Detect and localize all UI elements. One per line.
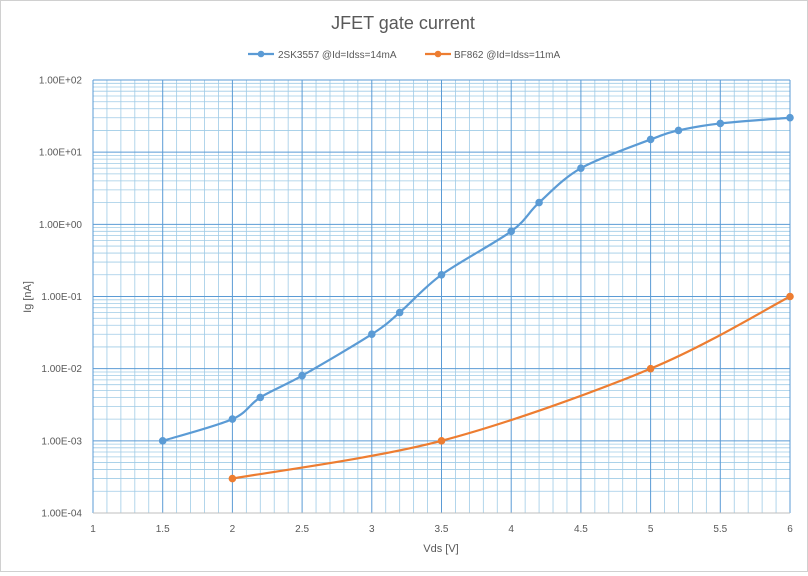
x-tick-label: 5.5: [713, 524, 727, 535]
series-1: [158, 113, 794, 445]
y-tick-label: 1.00E+02: [39, 76, 83, 87]
x-tick-label: 1: [90, 524, 96, 535]
data-point: [646, 135, 655, 144]
y-tick-label: 1.00E-03: [41, 436, 82, 447]
data-point: [437, 270, 446, 279]
legend-marker: [434, 50, 442, 58]
legend-item: 2SK3557 @Id=Idss=14mA: [248, 50, 397, 61]
legend-label: 2SK3557 @Id=Idss=14mA: [278, 50, 397, 61]
x-tick-label: 4.5: [574, 524, 588, 535]
data-point: [158, 437, 167, 445]
x-tick-label: 2: [230, 524, 236, 535]
x-tick-label: 3: [369, 524, 375, 535]
x-tick-label: 1.5: [156, 524, 170, 535]
series-layer: [158, 113, 794, 483]
y-tick-label: 1.00E-01: [41, 292, 82, 303]
data-point: [228, 474, 237, 483]
data-point: [228, 415, 237, 423]
legend: 2SK3557 @Id=Idss=14mA BF862 @Id=Idss=11mA: [248, 50, 560, 61]
data-point: [646, 364, 655, 373]
data-point: [507, 227, 516, 236]
x-tick-label: 4: [508, 524, 514, 535]
data-point: [716, 119, 725, 128]
series-line: [162, 116, 791, 442]
data-point: [368, 330, 376, 339]
series-2: [228, 292, 794, 483]
y-tick-label: 1.00E-02: [41, 364, 82, 375]
data-point: [786, 292, 794, 301]
y-tick-label: 1.00E-04: [41, 509, 82, 520]
data-point: [298, 371, 306, 380]
chart-title: JFET gate current: [331, 13, 475, 33]
y-tick-label: 1.00E+01: [39, 148, 83, 159]
legend-label: BF862 @Id=Idss=11mA: [454, 50, 560, 61]
data-point: [395, 308, 404, 317]
legend-marker: [257, 50, 265, 58]
tick-labels: 1 1.5 2 2.5 3 3.5 4 4.5 5 5.5 6 1.00E-04 1.00E-03 1.0…: [39, 76, 793, 536]
x-tick-label: 2.5: [295, 524, 309, 535]
data-point: [437, 437, 446, 445]
data-point: [256, 393, 265, 402]
y-axis-label: Ig [nA]: [22, 281, 34, 313]
x-axis-label: Vds [V]: [423, 543, 458, 555]
series-line: [232, 295, 791, 480]
x-tick-label: 3.5: [435, 524, 449, 535]
data-point: [786, 113, 794, 122]
data-point: [535, 198, 543, 207]
x-tick-label: 6: [787, 524, 793, 535]
data-point: [674, 126, 683, 135]
grid: [92, 79, 791, 514]
legend-item: BF862 @Id=Idss=11mA: [425, 50, 560, 61]
y-tick-label: 1.00E+00: [39, 220, 83, 231]
x-tick-label: 5: [648, 524, 654, 535]
data-point: [577, 164, 585, 172]
